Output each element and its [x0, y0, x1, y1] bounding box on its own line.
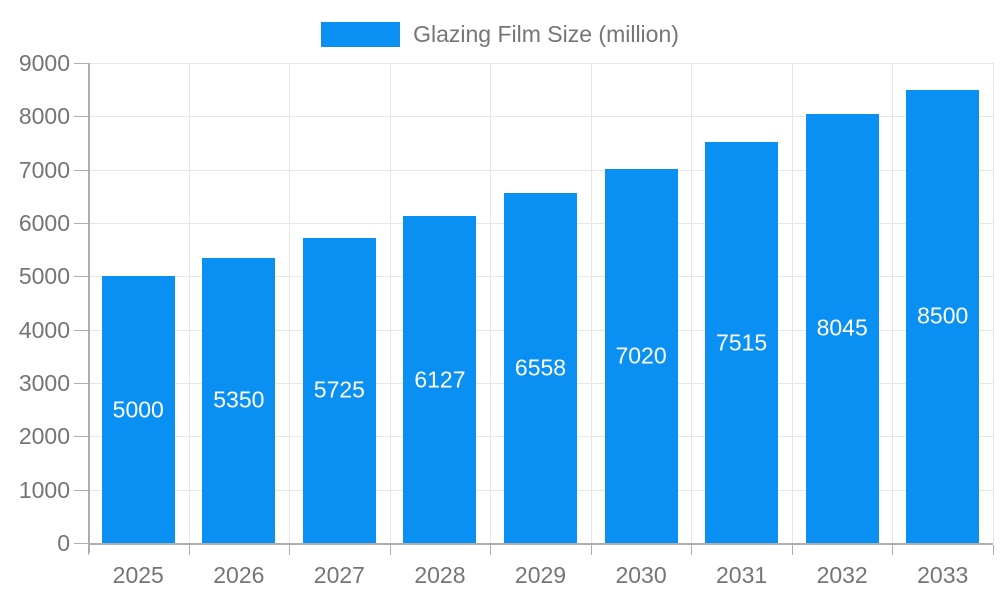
legend[interactable]: Glazing Film Size (million) — [0, 19, 1000, 49]
x-axis-category-label: 2032 — [816, 562, 868, 588]
bar-value-label: 5000 — [112, 396, 164, 423]
x-axis-tick — [490, 545, 492, 555]
bar-2027[interactable] — [302, 237, 376, 543]
y-axis-tick — [74, 116, 88, 118]
y-axis-tick-label: 9000 — [18, 50, 70, 76]
bar-2025[interactable] — [101, 276, 175, 543]
y-axis-tick — [74, 436, 88, 438]
x-axis-tick — [993, 545, 994, 555]
x-axis-category-label: 2025 — [112, 562, 164, 588]
bar-value-label: 6127 — [414, 366, 466, 393]
gridline-vertical — [188, 63, 190, 543]
gridline-horizontal — [88, 116, 993, 118]
x-axis-tick — [791, 545, 793, 555]
y-axis-tick — [74, 329, 88, 331]
y-axis-tick-label: 0 — [57, 530, 70, 556]
x-axis-category-label: 2030 — [615, 562, 667, 588]
y-axis-tick-label: 6000 — [18, 210, 70, 236]
x-axis-tick — [590, 545, 592, 555]
bar-value-label: 6558 — [514, 354, 567, 381]
x-axis-tick — [88, 545, 89, 555]
y-axis-tick — [74, 543, 88, 544]
x-axis-category-label: 2031 — [716, 562, 768, 588]
bar-value-label: 7515 — [716, 329, 768, 356]
gridline-vertical — [691, 63, 693, 543]
y-axis-tick-label: 2000 — [18, 423, 70, 450]
bar-2028[interactable] — [403, 216, 477, 543]
x-axis-tick — [188, 545, 190, 555]
y-axis-tick-label: 8000 — [18, 103, 70, 130]
bar-2026[interactable] — [202, 257, 276, 543]
x-axis-category-label: 2028 — [414, 562, 466, 588]
y-axis-tick — [74, 63, 88, 64]
bar-2030[interactable] — [604, 168, 678, 543]
y-axis-line — [88, 63, 90, 553]
legend-swatch-icon — [321, 21, 401, 47]
x-axis-category-label: 2033 — [917, 562, 969, 588]
plot-area: 5000 5350 5725 6127 6558 7020 7515 8045 8500 — [88, 63, 994, 543]
bar-value-label: 7020 — [615, 342, 667, 369]
gridline-vertical — [590, 63, 592, 543]
bar-value-label: 5725 — [313, 376, 365, 403]
bar-2031[interactable] — [705, 142, 779, 543]
gridline-vertical — [892, 63, 894, 543]
legend-label: Glazing Film Size (million) — [413, 20, 679, 47]
y-axis-tick-label: 5000 — [18, 263, 70, 290]
bar-value-label: 8045 — [816, 314, 868, 341]
gridline-vertical — [993, 63, 994, 543]
bar-value-label: 5350 — [213, 386, 265, 413]
bar-2032[interactable] — [805, 113, 879, 543]
bar-2033[interactable] — [906, 89, 980, 543]
y-axis-tick-label: 7000 — [18, 156, 70, 183]
x-axis-tick — [289, 545, 291, 555]
y-axis-tick — [74, 223, 88, 224]
x-axis-tick — [389, 545, 391, 555]
x-axis-category-label: 2027 — [313, 562, 365, 588]
x-axis-category-label: 2026 — [213, 562, 265, 588]
y-axis-tick-label: 3000 — [18, 370, 70, 396]
bar-2029[interactable] — [504, 193, 577, 543]
x-axis-tick — [691, 545, 693, 555]
y-axis-tick — [74, 489, 88, 491]
gridline-vertical — [490, 63, 492, 543]
gridline-vertical — [389, 63, 391, 543]
gridline-vertical — [289, 63, 291, 543]
y-axis-tick — [74, 276, 88, 278]
y-axis-tick — [74, 169, 88, 171]
x-axis-category-label: 2029 — [514, 562, 567, 588]
gridline-vertical — [791, 63, 793, 543]
y-axis-tick-label: 1000 — [18, 476, 70, 503]
x-axis-tick — [892, 545, 894, 555]
gridline-horizontal — [88, 63, 993, 64]
gridline-horizontal — [88, 169, 993, 171]
x-axis-line — [88, 543, 993, 545]
bar-value-label: 8500 — [917, 302, 969, 329]
y-axis-tick — [74, 383, 88, 384]
y-axis-tick-label: 4000 — [18, 316, 70, 343]
